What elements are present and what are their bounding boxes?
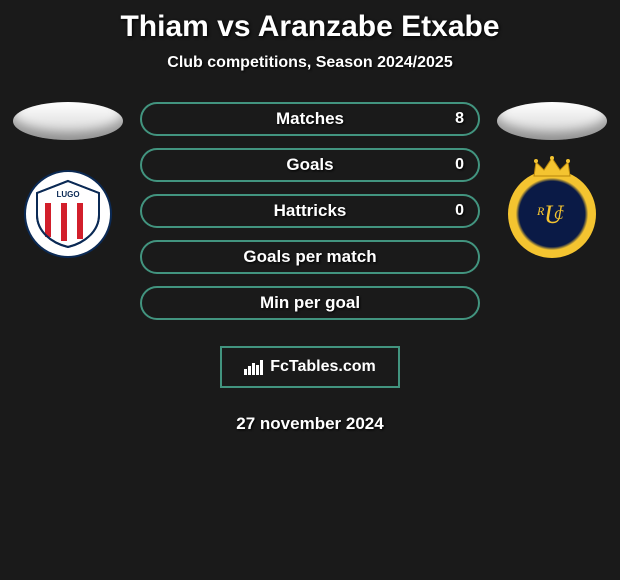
union-monogram-icon: U C R: [527, 189, 577, 239]
stat-right-value: 0: [455, 202, 464, 220]
date-text: 27 november 2024: [236, 414, 383, 434]
stat-row-goals-per-match: Goals per match: [140, 240, 480, 274]
stat-label: Goals per match: [243, 247, 376, 267]
bars-chart-icon: [244, 359, 264, 375]
left-player-column: LUGO: [8, 102, 128, 258]
right-club-badge: U C R: [508, 170, 596, 258]
stat-row-min-per-goal: Min per goal: [140, 286, 480, 320]
stat-label: Goals: [286, 155, 333, 175]
stat-right-value: 8: [455, 110, 464, 128]
right-player-column: U C R: [492, 102, 612, 258]
right-player-avatar: [497, 102, 607, 140]
stat-label: Min per goal: [260, 293, 360, 313]
page-title: Thiam vs Aranzabe Etxabe: [8, 10, 612, 44]
svg-text:LUGO: LUGO: [56, 190, 79, 199]
stat-row-hattricks: Hattricks 0: [140, 194, 480, 228]
brand-box: FcTables.com: [220, 346, 400, 388]
stat-right-value: 0: [455, 156, 464, 174]
stat-label: Hattricks: [274, 201, 347, 221]
left-club-badge: LUGO: [24, 170, 112, 258]
left-player-avatar: [13, 102, 123, 140]
stat-row-matches: Matches 8: [140, 102, 480, 136]
comparison-row: LUGO Matches 8: [8, 102, 612, 434]
brand-text: FcTables.com: [270, 358, 376, 376]
stat-label: Matches: [276, 109, 344, 129]
subtitle: Club competitions, Season 2024/2025: [8, 54, 612, 72]
stats-column: Matches 8 Goals 0 Hattricks 0 Goals per …: [128, 102, 492, 434]
lugo-badge-icon: LUGO: [33, 179, 103, 249]
stat-row-goals: Goals 0: [140, 148, 480, 182]
svg-text:C: C: [554, 208, 564, 223]
svg-text:R: R: [536, 204, 545, 218]
crown-icon: [532, 156, 572, 178]
comparison-card: Thiam vs Aranzabe Etxabe Club competitio…: [0, 0, 620, 444]
